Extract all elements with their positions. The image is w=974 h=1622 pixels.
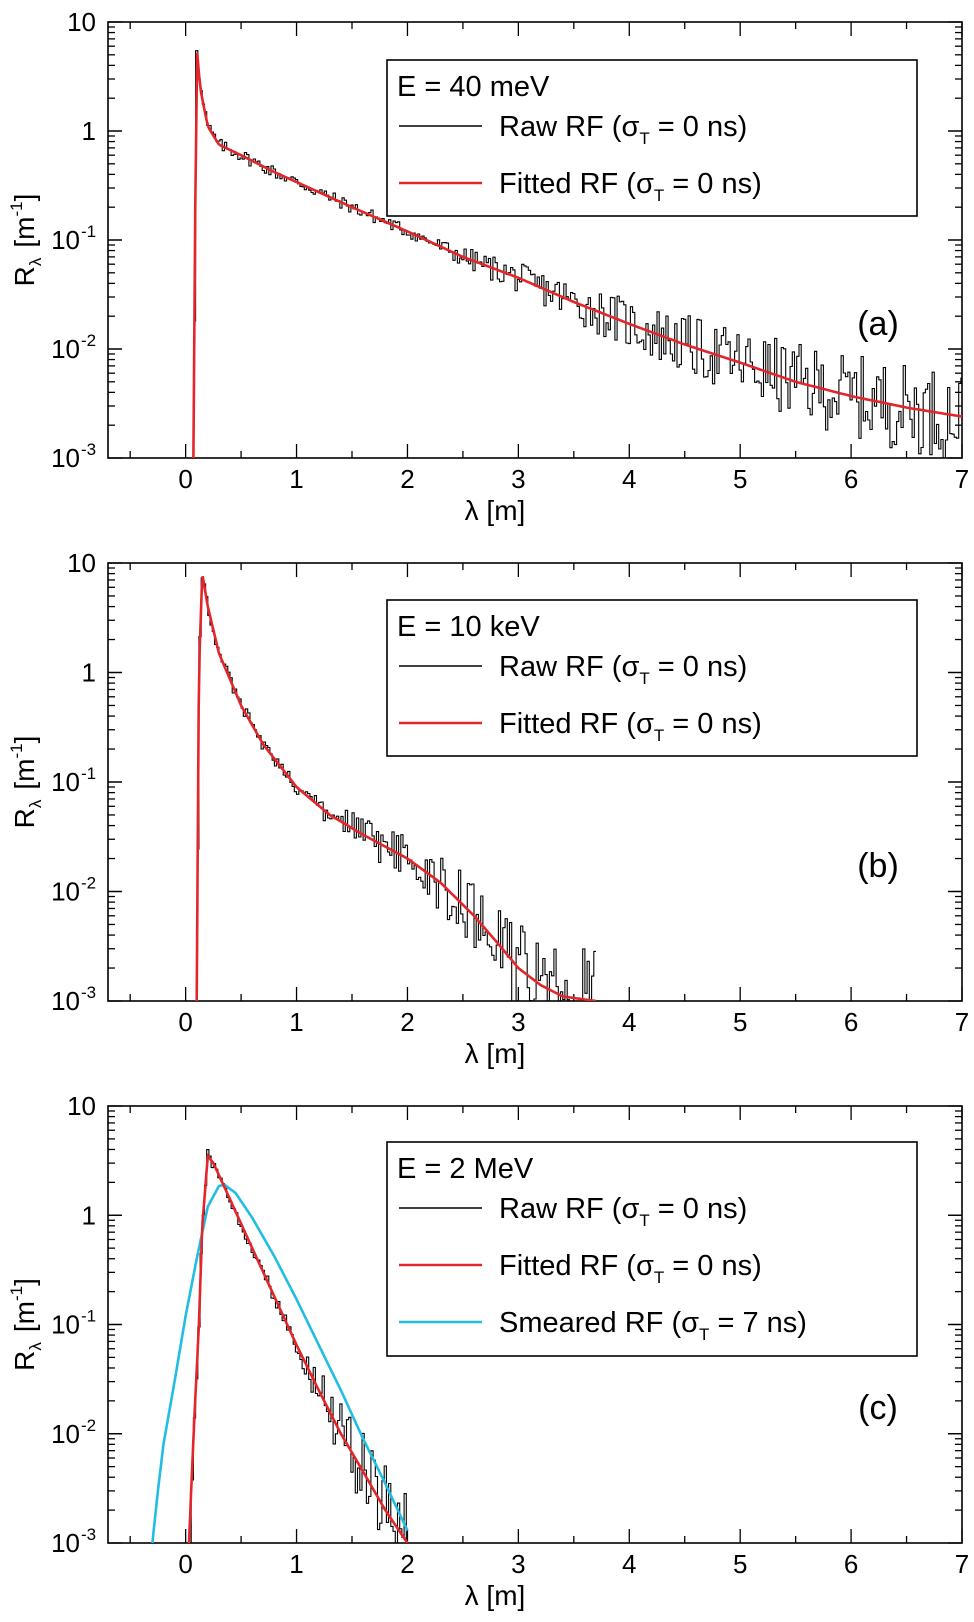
series-line-fitted-rf <box>195 575 597 1001</box>
x-tick-label: 3 <box>511 1007 525 1037</box>
y-axis-title-text: Rλ[m-1] <box>7 1278 45 1371</box>
x-tick-label: 2 <box>400 464 414 494</box>
x-tick-label: 2 <box>400 1007 414 1037</box>
y-axis-title: Rλ[m-1] <box>7 1278 45 1371</box>
x-axis-title: λ [m] <box>465 495 526 526</box>
x-tick-label: 4 <box>622 1549 636 1579</box>
series-group <box>192 50 962 458</box>
x-tick-label: 2 <box>400 1549 414 1579</box>
legend-box <box>386 59 918 217</box>
series-line-raw-rf <box>189 1149 409 1543</box>
y-tick-label: 10 <box>51 334 80 364</box>
legend-title: E = 2 MeV <box>397 1153 534 1185</box>
y-tick-exponent: -3 <box>81 440 96 459</box>
y-tick-exponent: -1 <box>81 1307 96 1326</box>
legend-box <box>386 1141 918 1357</box>
x-tick-label: 1 <box>289 1549 303 1579</box>
y-axis-title-text: Rλ[m-1] <box>7 736 45 829</box>
legend-entry-label: Fitted RF (σT = 0 ns) <box>499 168 762 205</box>
y-tick-label: 10 <box>67 7 96 37</box>
y-tick-exponent: -2 <box>81 874 96 893</box>
legend: E = 2 MeV Raw RF (σT = 0 ns) Fitted RF (σT… <box>386 1141 918 1357</box>
y-tick-label: 1 <box>82 116 96 146</box>
x-tick-label: 1 <box>289 464 303 494</box>
series-line-smeared-rf <box>151 1183 409 1543</box>
x-tick-label: 5 <box>733 464 747 494</box>
x-tick-label: 0 <box>178 464 192 494</box>
legend-entry-label: Fitted RF (σT = 0 ns) <box>499 1250 762 1287</box>
legend-entry-label: Raw RF (σT = 0 ns) <box>499 651 747 688</box>
x-tick-label: 4 <box>622 464 636 494</box>
series-line-fitted-rf <box>192 52 962 458</box>
y-axis-title: Rλ[m-1] <box>7 194 45 287</box>
y-tick-label: 1 <box>82 658 96 688</box>
y-axis-title-text: Rλ[m-1] <box>7 194 45 287</box>
legend-box <box>386 599 918 757</box>
y-axis-title: Rλ[m-1] <box>7 736 45 829</box>
y-tick-label: 10 <box>67 548 96 578</box>
y-tick-label: 10 <box>51 1419 80 1449</box>
series-line-fitted-rf <box>187 1152 409 1543</box>
y-tick-exponent: -3 <box>81 1525 96 1544</box>
x-tick-label: 7 <box>955 1007 969 1037</box>
x-tick-label: 6 <box>844 1549 858 1579</box>
legend-title: E = 10 keV <box>397 611 540 643</box>
legend: E = 10 keV Raw RF (σT = 0 ns) Fitted RF (σ… <box>386 599 918 757</box>
y-tick-exponent: -1 <box>81 222 96 241</box>
y-tick-exponent: -3 <box>81 983 96 1002</box>
x-axis-title: λ [m] <box>465 1038 526 1069</box>
x-tick-label: 0 <box>178 1549 192 1579</box>
panel-label: (c) <box>858 1389 898 1427</box>
y-tick-label: 1 <box>82 1200 96 1230</box>
y-tick-label: 10 <box>51 767 80 797</box>
y-tick-label: 10 <box>51 443 80 473</box>
series-line-raw-rf <box>193 50 962 458</box>
x-tick-label: 6 <box>844 464 858 494</box>
y-tick-label: 10 <box>51 225 80 255</box>
y-tick-label: 10 <box>67 1091 96 1121</box>
x-axis-title: λ [m] <box>465 1580 526 1611</box>
series-group <box>151 1149 409 1543</box>
y-tick-exponent: -2 <box>81 331 96 350</box>
legend-entry-label: Raw RF (σT = 0 ns) <box>499 1193 747 1230</box>
legend-title: E = 40 meV <box>397 71 550 103</box>
y-tick-label: 10 <box>51 1528 80 1558</box>
legend-entry-label: Fitted RF (σT = 0 ns) <box>499 708 762 745</box>
x-tick-label: 7 <box>955 1549 969 1579</box>
legend-entry-label: Smeared RF (σT = 7 ns) <box>499 1307 807 1344</box>
x-tick-label: 7 <box>955 464 969 494</box>
y-tick-label: 10 <box>51 877 80 907</box>
y-tick-exponent: -1 <box>81 764 96 783</box>
legend-entry-label: Raw RF (σT = 0 ns) <box>499 111 747 148</box>
x-tick-label: 1 <box>289 1007 303 1037</box>
series-line-raw-rf <box>196 577 596 1001</box>
panel-label: (b) <box>857 847 899 885</box>
y-tick-label: 10 <box>51 1310 80 1340</box>
series-group <box>195 575 597 1001</box>
x-tick-label: 6 <box>844 1007 858 1037</box>
x-tick-label: 5 <box>733 1007 747 1037</box>
y-tick-exponent: -2 <box>81 1416 96 1435</box>
panel-label: (a) <box>857 305 899 343</box>
legend: E = 40 meV Raw RF (σT = 0 ns) Fitted RF (σ… <box>386 59 918 217</box>
y-tick-label: 10 <box>51 986 80 1016</box>
x-tick-label: 3 <box>511 464 525 494</box>
x-tick-label: 4 <box>622 1007 636 1037</box>
x-tick-label: 5 <box>733 1549 747 1579</box>
x-tick-label: 0 <box>178 1007 192 1037</box>
x-tick-label: 3 <box>511 1549 525 1579</box>
